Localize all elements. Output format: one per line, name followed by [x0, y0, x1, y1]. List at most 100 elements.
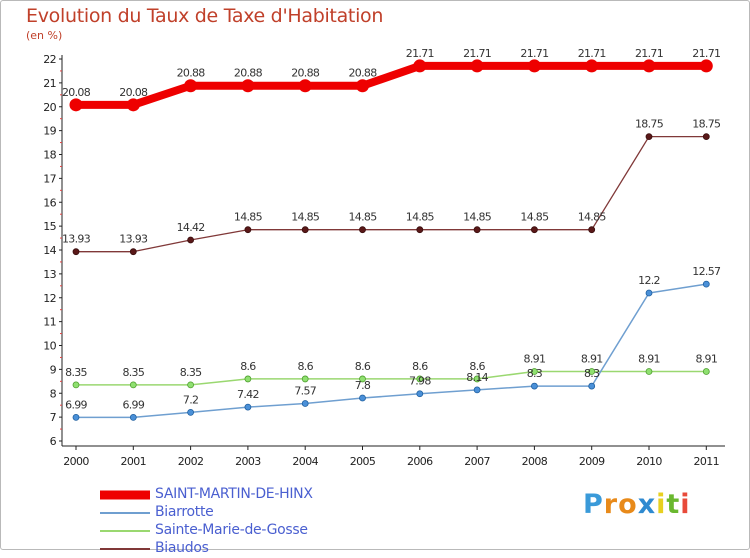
- data-label-sainte-marie-de-gosse: 8.6: [240, 360, 256, 373]
- y-tick-label: 7: [50, 411, 57, 424]
- legend-swatch-biarrotte: [100, 512, 150, 514]
- y-tick-label: 21: [43, 77, 56, 90]
- data-label-biaudos: 14.42: [177, 221, 205, 234]
- data-label-saint-martin-de-hinx: 20.08: [119, 86, 148, 99]
- data-point-biaudos: [645, 133, 653, 140]
- logo-letter: i: [656, 489, 667, 520]
- logo-letter: o: [618, 489, 638, 520]
- legend-label-biarrotte: Biarrotte: [155, 504, 214, 520]
- data-label-biaudos: 14.85: [234, 211, 263, 224]
- data-point-biarrotte: [187, 408, 195, 416]
- data-point-sainte-marie-de-gosse: [301, 375, 309, 383]
- data-label-biarrotte: 7.42: [237, 388, 259, 401]
- y-tick-label: 11: [43, 316, 56, 329]
- x-tick-label: 2011: [693, 455, 719, 468]
- data-label-saint-martin-de-hinx: 21.71: [635, 47, 663, 60]
- x-tick-label: 2003: [235, 455, 261, 468]
- data-point-sainte-marie-de-gosse: [645, 368, 653, 375]
- data-point-biarrotte: [129, 413, 137, 421]
- y-tick-label: 13: [43, 268, 56, 281]
- data-label-biaudos: 14.85: [406, 211, 435, 224]
- data-label-saint-martin-de-hinx: 20.88: [234, 67, 263, 80]
- series-line-saint-martin-de-hinx: [76, 61, 707, 109]
- data-label-saint-martin-de-hinx: 20.88: [291, 67, 320, 80]
- data-point-biaudos: [531, 226, 538, 234]
- data-point-saint-martin-de-hinx: [470, 59, 484, 73]
- x-tick-label: 2008: [522, 455, 548, 468]
- logo-letter: i: [680, 489, 691, 520]
- x-tick-label: 2007: [464, 455, 490, 468]
- data-label-saint-martin-de-hinx: 21.71: [463, 47, 491, 60]
- y-tick-label: 8: [50, 387, 57, 400]
- data-label-biarrotte: 6.99: [122, 398, 144, 411]
- legend-swatch-sainte-marie-de-gosse: [100, 530, 150, 532]
- data-point-saint-martin-de-hinx: [413, 59, 427, 73]
- data-label-biaudos: 14.85: [349, 211, 378, 224]
- data-label-biarrotte: 8.3: [527, 367, 543, 380]
- data-label-sainte-marie-de-gosse: 8.6: [469, 360, 485, 373]
- logo-letter: x: [637, 489, 657, 520]
- data-point-biarrotte: [702, 280, 710, 288]
- data-point-saint-martin-de-hinx: [699, 59, 713, 73]
- data-label-saint-martin-de-hinx: 20.88: [177, 67, 206, 80]
- legend-item-biaudos: Biaudos: [100, 540, 400, 558]
- y-tick-label: 15: [43, 220, 56, 233]
- y-tick-label: 16: [43, 196, 56, 209]
- y-tick-label: 19: [43, 125, 56, 138]
- data-point-sainte-marie-de-gosse: [473, 375, 481, 383]
- legend-item-saint-martin-de-hinx: SAINT-MARTIN-DE-HINX: [100, 486, 400, 504]
- data-point-sainte-marie-de-gosse: [359, 375, 366, 383]
- logo-letter: P: [583, 489, 604, 520]
- data-point-sainte-marie-de-gosse: [129, 381, 137, 389]
- data-point-sainte-marie-de-gosse: [244, 375, 252, 383]
- legend-label-saint-martin-de-hinx: SAINT-MARTIN-DE-HINX: [155, 486, 313, 502]
- data-point-biarrotte: [72, 413, 80, 421]
- data-point-biarrotte: [416, 390, 424, 398]
- data-point-sainte-marie-de-gosse: [588, 368, 596, 375]
- data-point-biaudos: [187, 236, 195, 244]
- data-point-biarrotte: [244, 403, 252, 411]
- legend-item-biarrotte: Biarrotte: [100, 504, 400, 522]
- data-point-biaudos: [301, 226, 309, 234]
- data-point-saint-martin-de-hinx: [69, 98, 83, 112]
- x-tick-label: 2000: [63, 455, 89, 468]
- data-label-saint-martin-de-hinx: 21.71: [578, 47, 606, 60]
- data-label-biarrotte: 6.99: [65, 398, 87, 411]
- data-label-biarrotte: 12.2: [638, 274, 660, 287]
- data-label-saint-martin-de-hinx: 20.08: [62, 86, 91, 99]
- data-point-saint-martin-de-hinx: [356, 79, 369, 93]
- data-point-saint-martin-de-hinx: [642, 59, 656, 73]
- data-point-biaudos: [359, 226, 366, 234]
- logo-letter: t: [666, 489, 681, 520]
- y-tick-label: 17: [43, 172, 56, 185]
- x-tick-label: 2002: [178, 455, 204, 468]
- data-point-biarrotte: [359, 394, 366, 402]
- y-tick-label: 9: [50, 363, 57, 376]
- data-point-biaudos: [129, 248, 137, 256]
- data-label-sainte-marie-de-gosse: 8.91: [581, 353, 603, 366]
- data-label-saint-martin-de-hinx: 20.88: [349, 67, 378, 80]
- x-tick-label: 2006: [407, 455, 433, 468]
- data-point-biaudos: [244, 226, 252, 234]
- data-label-biaudos: 18.75: [692, 118, 721, 131]
- data-label-biaudos: 18.75: [635, 118, 664, 131]
- data-label-sainte-marie-de-gosse: 8.6: [355, 360, 371, 373]
- data-label-sainte-marie-de-gosse: 8.91: [695, 353, 717, 366]
- legend: SAINT-MARTIN-DE-HINX Biarrotte Sainte-Ma…: [100, 486, 400, 558]
- chart-title: Evolution du Taux de Taxe d'Habitation: [26, 5, 384, 27]
- data-point-biaudos: [702, 133, 710, 140]
- y-axis-unit-label: (en %): [26, 29, 63, 42]
- data-label-sainte-marie-de-gosse: 8.35: [180, 366, 202, 379]
- x-tick-label: 2001: [120, 455, 146, 468]
- series-line-biaudos: [76, 135, 707, 253]
- y-tick-label: 14: [43, 244, 56, 257]
- data-point-biaudos: [72, 248, 80, 256]
- data-label-saint-martin-de-hinx: 21.71: [520, 47, 548, 60]
- data-label-biarrotte: 8.14: [466, 371, 488, 384]
- legend-label-biaudos: Biaudos: [155, 540, 209, 556]
- x-tick-label: 2010: [636, 455, 662, 468]
- y-tick-label: 10: [43, 340, 56, 353]
- data-point-biaudos: [416, 226, 424, 234]
